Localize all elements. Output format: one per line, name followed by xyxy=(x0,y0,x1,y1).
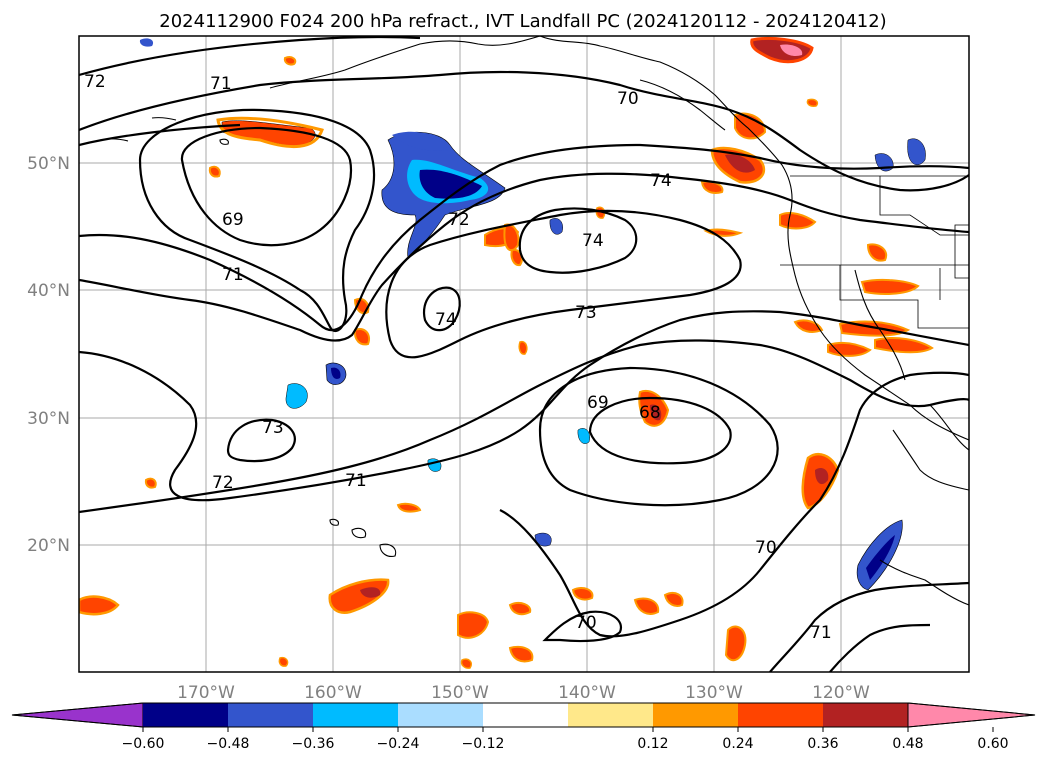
colorbar-bin xyxy=(568,703,653,727)
lon-label: 120°W xyxy=(812,683,870,703)
contour-label: 74 xyxy=(582,231,604,251)
contour-label: 71 xyxy=(222,265,244,285)
colorbar-bin xyxy=(143,703,228,727)
latitude-labels: 50°N 40°N 30°N 20°N xyxy=(27,154,70,556)
contour-label: 69 xyxy=(222,210,244,230)
political-borders xyxy=(780,175,969,329)
colorbar-extend-low xyxy=(11,702,144,728)
colorbar-tick-label: 0.12 xyxy=(637,736,668,752)
map-panel: 72 71 70 69 71 74 72 74 74 73 69 68 73 7… xyxy=(78,35,970,673)
colorbar-extend-high xyxy=(907,702,1036,728)
contour-label: 73 xyxy=(575,303,597,323)
colorbar-tick-label: 0.36 xyxy=(807,736,838,752)
contour-label: 74 xyxy=(650,171,672,191)
colorbar-bin xyxy=(483,703,568,727)
contour-labels: 72 71 70 69 71 74 72 74 74 73 69 68 73 7… xyxy=(84,72,832,643)
colorbar-bin xyxy=(398,703,483,727)
lon-label: 130°W xyxy=(685,683,743,703)
colorbar-bin xyxy=(228,703,313,727)
lat-label: 40°N xyxy=(27,281,70,301)
colorbar-tick-label: −0.36 xyxy=(292,736,335,752)
colorbar-bin xyxy=(653,703,738,727)
colorbar-tick-label: 0.60 xyxy=(977,736,1008,752)
contour-label: 73 xyxy=(262,418,284,438)
contour-label: 70 xyxy=(617,89,639,109)
lon-label: 140°W xyxy=(558,683,616,703)
colorbar-bin xyxy=(738,703,823,727)
contour-lines xyxy=(79,36,969,672)
figure-title: 2024112900 F024 200 hPa refract., IVT La… xyxy=(159,11,886,32)
contour-label: 72 xyxy=(212,473,234,493)
contour-label: 69 xyxy=(587,393,609,413)
colorbar-tick-label: −0.48 xyxy=(207,736,250,752)
colorbar-tick-label: −0.12 xyxy=(462,736,505,752)
contour-label: 71 xyxy=(345,471,367,491)
lat-label: 20°N xyxy=(27,536,70,556)
lon-label: 170°W xyxy=(177,683,235,703)
colorbar-tick-label: −0.60 xyxy=(122,736,165,752)
contour-label: 71 xyxy=(810,623,832,643)
colorbar-bin xyxy=(823,703,908,727)
lat-label: 30°N xyxy=(27,409,70,429)
contour-label: 72 xyxy=(84,72,106,92)
contour-label: 71 xyxy=(210,74,232,94)
colorbar-bin xyxy=(313,703,398,727)
shaded-anomalies xyxy=(79,36,934,669)
contour-label: 70 xyxy=(575,613,597,633)
colorbar: −0.60 −0.48 −0.36 −0.24 −0.12 0.12 0.24 0.36 0.4… xyxy=(11,702,1036,752)
contour-label: 74 xyxy=(435,310,457,330)
contour-label: 68 xyxy=(639,403,661,423)
lon-label: 160°W xyxy=(304,683,362,703)
contour-label: 70 xyxy=(755,538,777,558)
colorbar-tick-label: −0.24 xyxy=(377,736,420,752)
longitude-labels: 170°W 160°W 150°W 140°W 130°W 120°W xyxy=(177,683,870,703)
lon-label: 150°W xyxy=(431,683,489,703)
coastlines xyxy=(99,36,969,606)
colorbar-tick-label: 0.24 xyxy=(722,736,753,752)
colorbar-tick-label: 0.48 xyxy=(892,736,923,752)
lat-label: 50°N xyxy=(27,154,70,174)
contour-label: 72 xyxy=(448,210,470,230)
